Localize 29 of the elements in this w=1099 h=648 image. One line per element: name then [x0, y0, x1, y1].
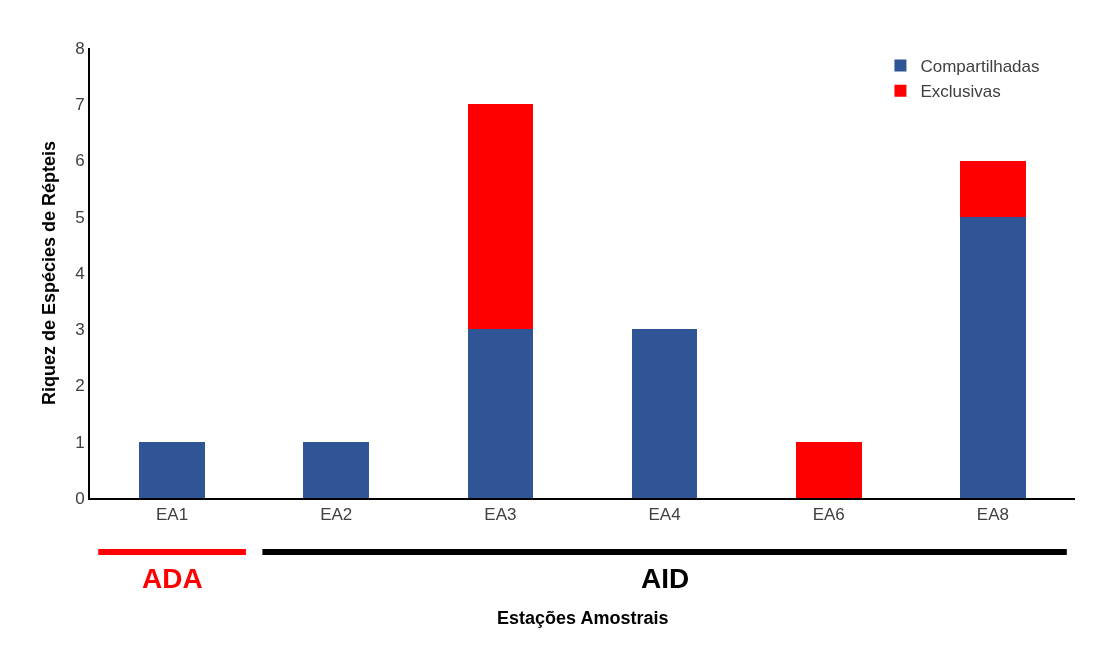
y-tick-label: 4 [75, 263, 85, 283]
x-tick-label: EA2 [320, 505, 353, 525]
y-tick-label: 8 [75, 38, 85, 58]
bar [795, 441, 862, 498]
y-tick-label: 6 [75, 151, 85, 171]
text: AID [641, 563, 690, 594]
bar [467, 329, 534, 498]
x-tick-label: EA3 [484, 505, 517, 525]
bar [960, 160, 1026, 217]
x-tick-label: EA1 [156, 505, 189, 525]
legend-label: Exclusivas [920, 82, 1001, 102]
y-tick-label: 3 [75, 320, 85, 340]
y-tick-label: 2 [75, 376, 85, 396]
bar [139, 441, 205, 498]
x-tick-label: EA8 [976, 505, 1009, 525]
x-axis-title: Estações Amostrais [497, 608, 669, 628]
x-tick-label: EA4 [648, 505, 681, 525]
x-tick-label: EA6 [812, 505, 845, 525]
bar [631, 329, 698, 498]
text: ADA [142, 563, 203, 594]
y-tick-label: 0 [75, 488, 85, 508]
y-tick-label: 5 [75, 207, 85, 227]
y-axis-title: Riquez de Espécies de Répteis [38, 140, 59, 406]
bar [467, 104, 534, 330]
y-tick-label: 1 [75, 432, 85, 452]
legend-label: Compartilhadas [920, 57, 1040, 77]
bar [303, 441, 370, 498]
y-tick-label: 7 [75, 95, 85, 115]
bar [960, 216, 1026, 498]
